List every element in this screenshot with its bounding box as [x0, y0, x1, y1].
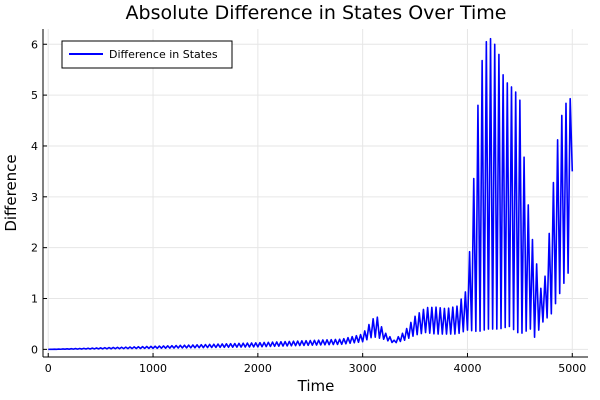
series-line — [48, 37, 574, 351]
chart-title: Absolute Difference in States Over Time — [126, 2, 507, 24]
plot-area — [48, 37, 574, 351]
x-tick-label: 4000 — [453, 362, 481, 375]
x-tick-label: 0 — [45, 362, 52, 375]
legend: Difference in States — [61, 40, 233, 69]
x-tick-label: 3000 — [349, 362, 377, 375]
y-axis-label: Difference — [2, 154, 20, 231]
y-tick-label: 5 — [31, 89, 38, 102]
y-tick-label: 4 — [31, 140, 38, 153]
x-tick-label: 1000 — [139, 362, 167, 375]
axes: 0 1000 2000 3000 4000 5000 0 1 2 3 4 5 6 — [31, 29, 588, 375]
y-tick-label: 3 — [31, 191, 38, 204]
y-tick-label: 0 — [31, 343, 38, 356]
y-tick-label: 6 — [31, 38, 38, 51]
legend-label: Difference in States — [109, 48, 218, 61]
x-tick-label: 2000 — [244, 362, 272, 375]
y-tick-label: 1 — [31, 293, 38, 306]
x-axis-label: Time — [297, 377, 335, 395]
x-tick-label: 5000 — [558, 362, 586, 375]
y-tick-label: 2 — [31, 242, 38, 255]
